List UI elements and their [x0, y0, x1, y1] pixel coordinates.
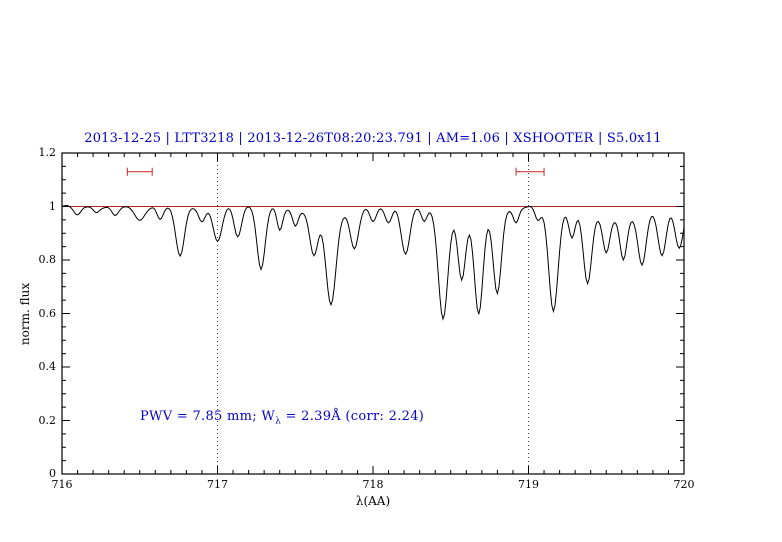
x-tick-label: 718: [362, 478, 384, 491]
pwv-annotation-suffix: = 2.39Å (corr: 2.24): [281, 409, 425, 424]
x-tick-label: 719: [518, 478, 539, 491]
pwv-annotation: PWV = 7.85 mm; Wλ = 2.39Å (corr: 2.24): [140, 409, 424, 427]
y-tick-label: 0.8: [38, 253, 57, 266]
y-tick-label: 0: [49, 467, 56, 480]
x-tick-label: 720: [673, 478, 695, 491]
x-axis-label: λ(AA): [355, 494, 391, 508]
y-tick-label: 1.2: [38, 146, 57, 159]
x-tick-label: 716: [51, 478, 73, 491]
plot-title: 2013-12-25 | LTT3218 | 2013-12-26T08:20:…: [84, 131, 662, 146]
pwv-annotation-prefix: PWV = 7.85 mm; W: [140, 409, 276, 424]
y-tick-label: 1: [49, 199, 56, 213]
x-tick-label: 717: [207, 478, 228, 491]
y-tick-label: 0.2: [38, 413, 57, 427]
y-tick-label: 0.6: [38, 306, 57, 320]
pwv-annotation-subscript: λ: [275, 416, 282, 427]
y-tick-label: 0.4: [38, 360, 57, 373]
